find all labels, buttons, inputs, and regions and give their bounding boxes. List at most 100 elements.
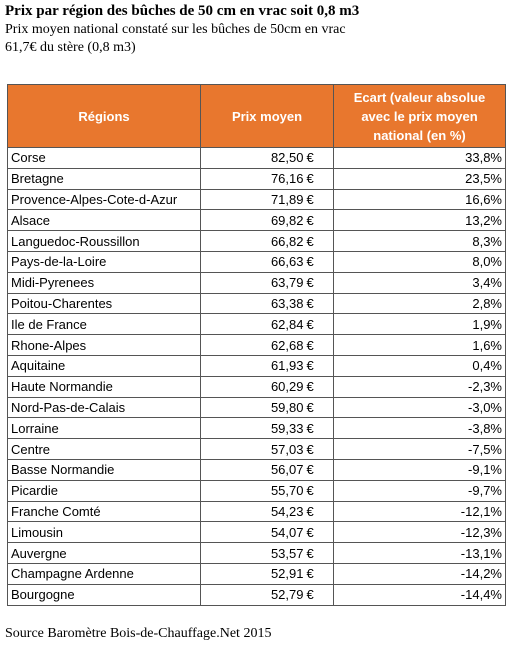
region-cell: Limousin	[7, 521, 201, 544]
column-header: Régions	[7, 84, 201, 148]
gap-cell: -13,1%	[333, 542, 506, 564]
currency-cell: €	[306, 167, 334, 190]
currency-cell: €	[306, 375, 334, 398]
table-row: Poitou-Charentes 63,38 €2,8%	[7, 292, 506, 315]
region-cell: Franche Comté	[7, 500, 201, 523]
gap-cell: 3,4%	[333, 271, 506, 294]
subtitle: 61,7€ du stère (0,8 m3)	[5, 40, 136, 55]
price-cell: 52,91	[200, 562, 307, 585]
table-row: Bourgogne 52,79 € -14,4%	[7, 583, 506, 606]
region-cell: Ile de France	[7, 313, 201, 336]
price-cell: 62,84	[200, 313, 307, 336]
gap-cell: -3,8%	[333, 417, 506, 440]
region-cell: Aquitaine	[7, 354, 201, 377]
region-cell: Haute Normandie	[7, 375, 201, 398]
region-cell: Basse Normandie	[7, 458, 201, 481]
currency-cell: €	[306, 479, 334, 502]
gap-cell: 23,5%	[333, 167, 506, 190]
table-row: Lorraine 59,33 € -3,8%	[7, 417, 506, 440]
price-cell: 62,68	[200, 334, 307, 356]
table-row: Midi-Pyrenees 63,79 €3,4%	[7, 271, 506, 294]
price-table: Régions Prix moyen Ecart (valeur absolue…	[7, 84, 506, 606]
gap-cell: 16,6%	[333, 188, 506, 211]
price-cell: 60,29	[200, 375, 307, 398]
table-row: Champagne Ardenne 52,91 € -14,2%	[7, 562, 506, 585]
currency-cell: €	[306, 562, 334, 585]
currency-cell: €	[306, 271, 334, 294]
price-cell: 55,70	[200, 479, 307, 502]
currency-cell: €	[306, 438, 334, 460]
gap-cell: 2,8%	[333, 292, 506, 315]
column-header: Ecart (valeur absolue avec le prix moyen…	[333, 84, 506, 148]
table-row: Languedoc-Roussillon 66,82 €8,3%	[7, 230, 506, 252]
table-row: Nord-Pas-de-Calais 59,80 € -3,0%	[7, 396, 506, 419]
gap-cell: -9,7%	[333, 479, 506, 502]
currency-cell: €	[306, 313, 334, 336]
region-cell: Poitou-Charentes	[7, 292, 201, 315]
currency-cell: €	[306, 583, 334, 606]
region-cell: Picardie	[7, 479, 201, 502]
currency-cell: €	[306, 209, 334, 232]
column-header: Prix moyen	[200, 84, 334, 148]
table-row: Franche Comté 54,23 € -12,1%	[7, 500, 506, 523]
subtitle: Prix moyen national constaté sur les bûc…	[5, 22, 346, 37]
title: Prix par région des bûches de 50 cm en v…	[5, 3, 360, 19]
region-cell: Lorraine	[7, 417, 201, 440]
table-row: Aquitaine 61,93 €0,4%	[7, 354, 506, 377]
currency-cell: €	[306, 354, 334, 377]
region-cell: Alsace	[7, 209, 201, 232]
region-cell: Languedoc-Roussillon	[7, 230, 201, 252]
price-cell: 76,16	[200, 167, 307, 190]
currency-cell: €	[306, 250, 334, 273]
gap-cell: 8,0%	[333, 250, 506, 273]
table-row: Haute Normandie 60,29 € -2,3%	[7, 375, 506, 398]
table-row: Picardie 55,70 € -9,7%	[7, 479, 506, 502]
price-cell: 56,07	[200, 458, 307, 481]
region-cell: Corse	[7, 147, 201, 169]
price-cell: 63,38	[200, 292, 307, 315]
table-row: Basse Normandie 56,07 € -9,1%	[7, 458, 506, 481]
price-cell: 66,63	[200, 250, 307, 273]
region-cell: Champagne Ardenne	[7, 562, 201, 585]
region-cell: Provence-Alpes-Cote-d-Azur	[7, 188, 201, 211]
gap-cell: 33,8%	[333, 147, 506, 169]
gap-cell: 1,9%	[333, 313, 506, 336]
price-cell: 59,80	[200, 396, 307, 419]
gap-cell: 13,2%	[333, 209, 506, 232]
price-cell: 82,50	[200, 147, 307, 169]
header-row: Régions Prix moyen Ecart (valeur absolue…	[7, 84, 506, 148]
table-row: Alsace 69,82 €13,2%	[7, 209, 506, 232]
table-row: Auvergne 53,57 € -13,1%	[7, 542, 506, 564]
currency-cell: €	[306, 458, 334, 481]
table-row: Limousin 54,07 € -12,3%	[7, 521, 506, 544]
region-cell: Bretagne	[7, 167, 201, 190]
price-cell: 54,23	[200, 500, 307, 523]
table-row: Centre 57,03 € -7,5%	[7, 438, 506, 460]
price-cell: 59,33	[200, 417, 307, 440]
table-row: Bretagne 76,16 €23,5%	[7, 167, 506, 190]
price-cell: 69,82	[200, 209, 307, 232]
price-cell: 66,82	[200, 230, 307, 252]
price-cell: 71,89	[200, 188, 307, 211]
gap-cell: -14,2%	[333, 562, 506, 585]
price-cell: 53,57	[200, 542, 307, 564]
gap-cell: 1,6%	[333, 334, 506, 356]
source: Source Baromètre Bois-de-Chauffage.Net 2…	[5, 626, 272, 641]
gap-cell: 8,3%	[333, 230, 506, 252]
currency-cell: €	[306, 417, 334, 440]
currency-cell: €	[306, 542, 334, 564]
price-cell: 57,03	[200, 438, 307, 460]
gap-cell: -2,3%	[333, 375, 506, 398]
region-cell: Auvergne	[7, 542, 201, 564]
currency-cell: €	[306, 521, 334, 544]
currency-cell: €	[306, 230, 334, 252]
gap-cell: -12,3%	[333, 521, 506, 544]
table-row: Rhone-Alpes 62,68 €1,6%	[7, 334, 506, 356]
table-row: Provence-Alpes-Cote-d-Azur 71,89 €16,6%	[7, 188, 506, 211]
table-row: Corse 82,50 €33,8%	[7, 147, 506, 169]
region-cell: Midi-Pyrenees	[7, 271, 201, 294]
table-row: Ile de France 62,84 €1,9%	[7, 313, 506, 336]
gap-cell: 0,4%	[333, 354, 506, 377]
region-cell: Centre	[7, 438, 201, 460]
